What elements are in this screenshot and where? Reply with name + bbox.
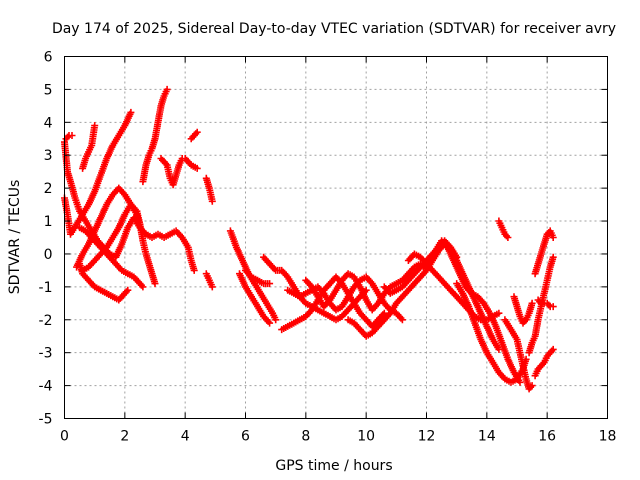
y-tick-label: -3 <box>39 346 53 362</box>
data-series-s30 <box>531 227 557 278</box>
data-series-s25 <box>453 280 530 386</box>
y-tick-label: 1 <box>44 214 53 230</box>
y-tick-label: 0 <box>44 247 53 263</box>
data-point-markers <box>187 128 201 143</box>
data-series-s12 <box>202 174 216 205</box>
data-point-markers <box>73 184 144 271</box>
data-point-markers <box>420 237 524 386</box>
y-tick-label: 4 <box>44 115 53 131</box>
data-series-s9 <box>139 85 171 186</box>
data-series-s31 <box>534 296 557 311</box>
y-tick-label: 5 <box>44 82 53 98</box>
data-point-markers <box>139 85 171 186</box>
x-tick-label: 8 <box>301 429 310 445</box>
data-point-markers <box>79 122 99 172</box>
data-point-markers <box>202 270 216 291</box>
data-point-markers <box>380 237 503 353</box>
x-tick-label: 4 <box>181 429 190 445</box>
chart-title: Day 174 of 2025, Sidereal Day-to-day VTE… <box>52 21 616 37</box>
y-tick-label: -2 <box>39 313 53 329</box>
x-axis-label: GPS time / hours <box>275 458 392 474</box>
data-point-markers <box>453 280 530 386</box>
data-point-markers <box>62 132 76 143</box>
data-point-markers <box>531 345 557 380</box>
data-point-markers <box>157 155 201 189</box>
data-series-s8 <box>73 184 144 271</box>
data-point-markers <box>242 266 274 288</box>
y-tick-label: -1 <box>39 280 53 296</box>
y-tick-label: -5 <box>39 412 53 428</box>
data-point-markers <box>202 174 216 205</box>
data-series-s26 <box>495 217 512 241</box>
plot-frame <box>64 56 608 419</box>
data-series-s15 <box>236 270 274 327</box>
y-tick-label: 3 <box>44 148 53 164</box>
data-series-s10 <box>157 155 201 189</box>
data-series-s13 <box>202 270 216 291</box>
y-tick-label: 2 <box>44 181 53 197</box>
x-tick-label: 18 <box>599 429 617 445</box>
x-tick-label: 12 <box>418 429 436 445</box>
data-series-s11 <box>187 128 201 143</box>
data-point-markers <box>236 270 274 327</box>
y-axis-label: SDTVAR / TECUs <box>7 180 23 295</box>
y-tick-label: -4 <box>39 379 53 395</box>
x-tick-label: 6 <box>241 429 250 445</box>
x-tick-label: 0 <box>60 429 69 445</box>
data-series-s28 <box>501 316 536 393</box>
data-series-s27 <box>510 293 536 327</box>
x-tick-label: 10 <box>357 429 375 445</box>
data-point-markers <box>495 217 512 241</box>
y-tick-label: 6 <box>44 50 53 66</box>
x-tick-label: 14 <box>478 429 496 445</box>
data-layer <box>61 85 557 393</box>
data-series-s24 <box>420 237 524 386</box>
data-series-s22 <box>380 237 503 353</box>
data-series-s32 <box>531 345 557 380</box>
data-point-markers <box>534 296 557 311</box>
x-tick-label: 2 <box>120 429 129 445</box>
data-point-markers <box>510 293 536 327</box>
data-point-markers <box>531 227 557 278</box>
data-point-markers <box>501 316 536 393</box>
data-series-s4 <box>79 122 99 172</box>
data-series-s29 <box>525 253 557 357</box>
data-point-markers <box>525 253 557 357</box>
data-series-s16 <box>242 266 274 288</box>
x-tick-label: 16 <box>538 429 556 445</box>
data-series-s5 <box>62 132 76 143</box>
